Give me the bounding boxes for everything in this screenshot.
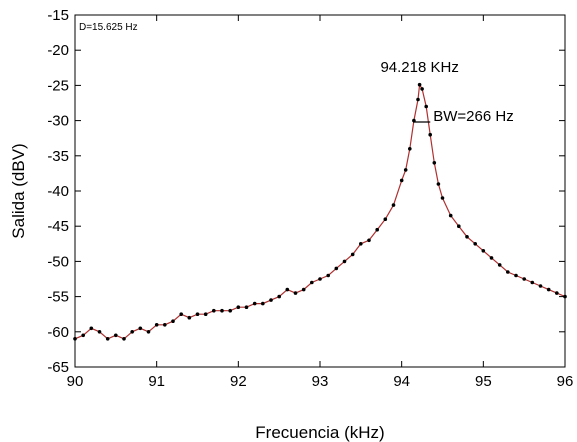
data-point	[293, 291, 298, 295]
x-tick-label: 92	[230, 373, 247, 390]
data-point	[448, 213, 453, 218]
data-point	[203, 312, 208, 317]
data-point	[261, 301, 265, 306]
data-point	[546, 287, 551, 292]
x-tick-label: 94	[393, 373, 410, 390]
data-point	[220, 308, 224, 313]
data-point	[252, 301, 257, 306]
data-point	[432, 161, 437, 165]
x-tick-label: 93	[312, 373, 329, 390]
x-axis-title: Frecuencia (kHz)	[255, 423, 384, 442]
data-point	[81, 333, 85, 338]
data-point	[122, 337, 126, 341]
y-axis-title: Salida (dBV)	[9, 143, 28, 238]
data-point	[350, 252, 355, 257]
data-point	[195, 312, 200, 317]
data-point	[318, 277, 322, 281]
data-point	[285, 287, 290, 292]
series-layer	[73, 82, 567, 341]
data-point	[154, 323, 159, 327]
x-tick-label: 91	[148, 373, 165, 390]
data-point	[171, 319, 175, 324]
data-point	[179, 312, 183, 317]
data-point	[367, 238, 371, 243]
data-point	[473, 242, 478, 246]
data-point	[334, 266, 339, 271]
data-point	[403, 168, 408, 172]
y-tick-label: -25	[47, 77, 69, 94]
data-point	[342, 259, 347, 264]
y-tick-label: -65	[47, 359, 69, 376]
x-axis-ticks: 90 91 92 93 94 95 96	[67, 15, 574, 390]
y-tick-label: -45	[47, 218, 69, 235]
annotation-layer: 94.218 KHz BW=266 Hz D=15.625 Hz	[79, 22, 514, 125]
data-point	[97, 330, 102, 334]
y-tick-label: -60	[47, 324, 69, 341]
data-point	[277, 294, 282, 299]
data-point	[359, 242, 363, 246]
data-point	[146, 330, 151, 334]
data-point	[424, 104, 429, 109]
data-point	[481, 249, 486, 253]
x-tick-label: 90	[67, 373, 84, 390]
data-point	[375, 227, 380, 232]
x-tick-label: 96	[557, 373, 574, 390]
data-point	[416, 97, 420, 102]
data-point	[187, 315, 192, 320]
data-point	[228, 308, 232, 313]
data-point	[497, 263, 502, 267]
data-point	[301, 287, 306, 292]
data-point	[244, 305, 249, 310]
data-point	[555, 291, 559, 295]
data-point	[326, 273, 331, 278]
data-point	[114, 333, 118, 338]
data-point	[514, 273, 518, 278]
data-point	[457, 224, 461, 228]
x-tick-label: 95	[475, 373, 492, 390]
data-point	[399, 178, 404, 183]
data-point	[440, 196, 445, 200]
data-point	[269, 298, 273, 302]
y-tick-label: -50	[47, 253, 69, 270]
y-tick-label: -55	[47, 289, 69, 306]
y-tick-label: -40	[47, 183, 69, 200]
y-tick-label: -20	[47, 42, 69, 59]
data-point	[138, 326, 143, 331]
y-tick-label: -15	[47, 7, 69, 24]
data-point	[428, 132, 433, 137]
data-point	[212, 308, 216, 313]
data-point	[420, 87, 424, 91]
data-point	[391, 203, 396, 207]
data-point	[465, 235, 469, 239]
peak-frequency-label: 94.218 KHz	[380, 59, 458, 76]
data-point	[163, 323, 167, 327]
data-point	[130, 330, 134, 334]
data-point	[538, 284, 543, 288]
data-point	[89, 326, 94, 331]
resolution-note: D=15.625 Hz	[79, 22, 138, 33]
data-point	[310, 280, 314, 285]
y-tick-label: -35	[47, 148, 69, 165]
data-point	[489, 256, 494, 260]
y-tick-label: -30	[47, 113, 69, 130]
data-point	[408, 147, 412, 151]
data-point	[530, 280, 535, 285]
data-point	[506, 270, 510, 274]
data-point	[436, 182, 441, 186]
data-point	[236, 305, 241, 310]
bandwidth-label: BW=266 Hz	[433, 108, 513, 125]
y-axis-ticks: -65 -60 -55 -50 -45 -40 -35 -30 -25 -20 -15	[47, 7, 565, 376]
data-point	[383, 217, 388, 221]
data-point	[522, 277, 526, 281]
data-point	[417, 82, 422, 87]
data-point	[105, 337, 110, 341]
